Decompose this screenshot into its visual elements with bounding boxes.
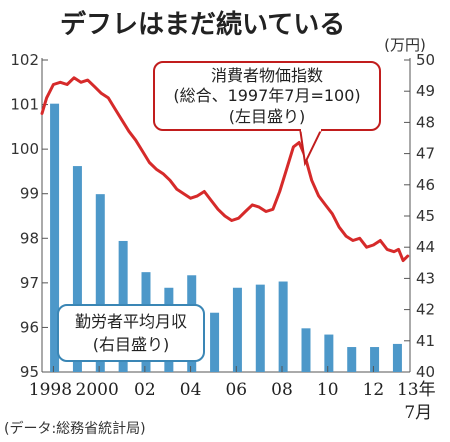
- income-bar: [324, 334, 334, 372]
- left-tick-label: 95: [20, 363, 39, 381]
- income-legend-line-1: 勤労者平均月収: [75, 312, 187, 331]
- x-tick-label: 7月: [404, 403, 432, 423]
- right-tick-label: 43: [416, 269, 435, 287]
- left-tick-label: 99: [20, 185, 39, 203]
- right-tick-label: 42: [416, 301, 435, 319]
- x-tick-label: 13年: [397, 380, 436, 400]
- right-tick-label: 50: [416, 51, 435, 69]
- income-bar: [210, 312, 220, 372]
- x-tick-label: 08: [271, 380, 293, 400]
- income-bar: [50, 103, 60, 373]
- right-axis-ticks: 40 41 42 43 44 45 46 47 48 49 50: [404, 51, 435, 381]
- income-legend-line-2: (右目盛り): [93, 335, 170, 354]
- x-tick-label: 06: [225, 380, 247, 400]
- right-tick-label: 40: [416, 363, 435, 381]
- cpi-annotation-pointer: [298, 127, 324, 167]
- left-tick-label: 101: [10, 96, 39, 114]
- income-bar: [232, 287, 242, 372]
- cpi-annotation-box: [153, 61, 381, 131]
- x-tick-label: 1998: [29, 380, 72, 400]
- right-tick-label: 46: [416, 176, 435, 194]
- income-bar: [255, 284, 265, 372]
- cpi-legend-line-1: 消費者物価指数: [211, 66, 323, 85]
- left-tick-label: 98: [20, 229, 39, 247]
- income-bar: [278, 281, 288, 372]
- income-annotation-box: [57, 304, 205, 362]
- income-bar: [392, 343, 402, 372]
- x-axis-ticks: 1998 2000 02 04 06 08 10 12 13年 7月: [29, 366, 436, 423]
- income-bar: [72, 166, 82, 372]
- right-axis-unit: (万円): [384, 36, 426, 54]
- income-bar: [95, 194, 105, 372]
- x-tick-label: 10: [317, 380, 339, 400]
- x-tick-label: 04: [180, 380, 202, 400]
- x-tick-label: 02: [134, 380, 156, 400]
- left-tick-label: 100: [10, 140, 39, 158]
- income-bar: [347, 347, 357, 372]
- income-bar: [301, 328, 311, 372]
- left-tick-label: 102: [10, 51, 39, 69]
- chart-title: デフレはまだ続いている: [60, 9, 345, 40]
- cpi-line: [40, 76, 410, 263]
- right-tick-label: 41: [416, 332, 435, 350]
- left-tick-label: 97: [20, 274, 39, 292]
- x-tick-label: 12: [363, 380, 385, 400]
- right-tick-label: 47: [416, 145, 435, 163]
- cpi-legend-line-2: (総合、1997年7月=100): [173, 86, 360, 105]
- cpi-legend-line-3: (左目盛り): [229, 107, 306, 126]
- income-bar: [370, 347, 380, 372]
- right-tick-label: 49: [416, 82, 435, 100]
- source-note: (データ:総務省統計局): [4, 420, 146, 437]
- right-tick-label: 45: [416, 207, 435, 225]
- x-tick-label: 2000: [76, 380, 119, 400]
- right-tick-label: 48: [416, 113, 435, 131]
- right-tick-label: 44: [416, 238, 435, 256]
- left-tick-label: 96: [20, 318, 39, 336]
- left-axis-ticks: 95 96 97 98 99 100 101 102: [10, 51, 48, 381]
